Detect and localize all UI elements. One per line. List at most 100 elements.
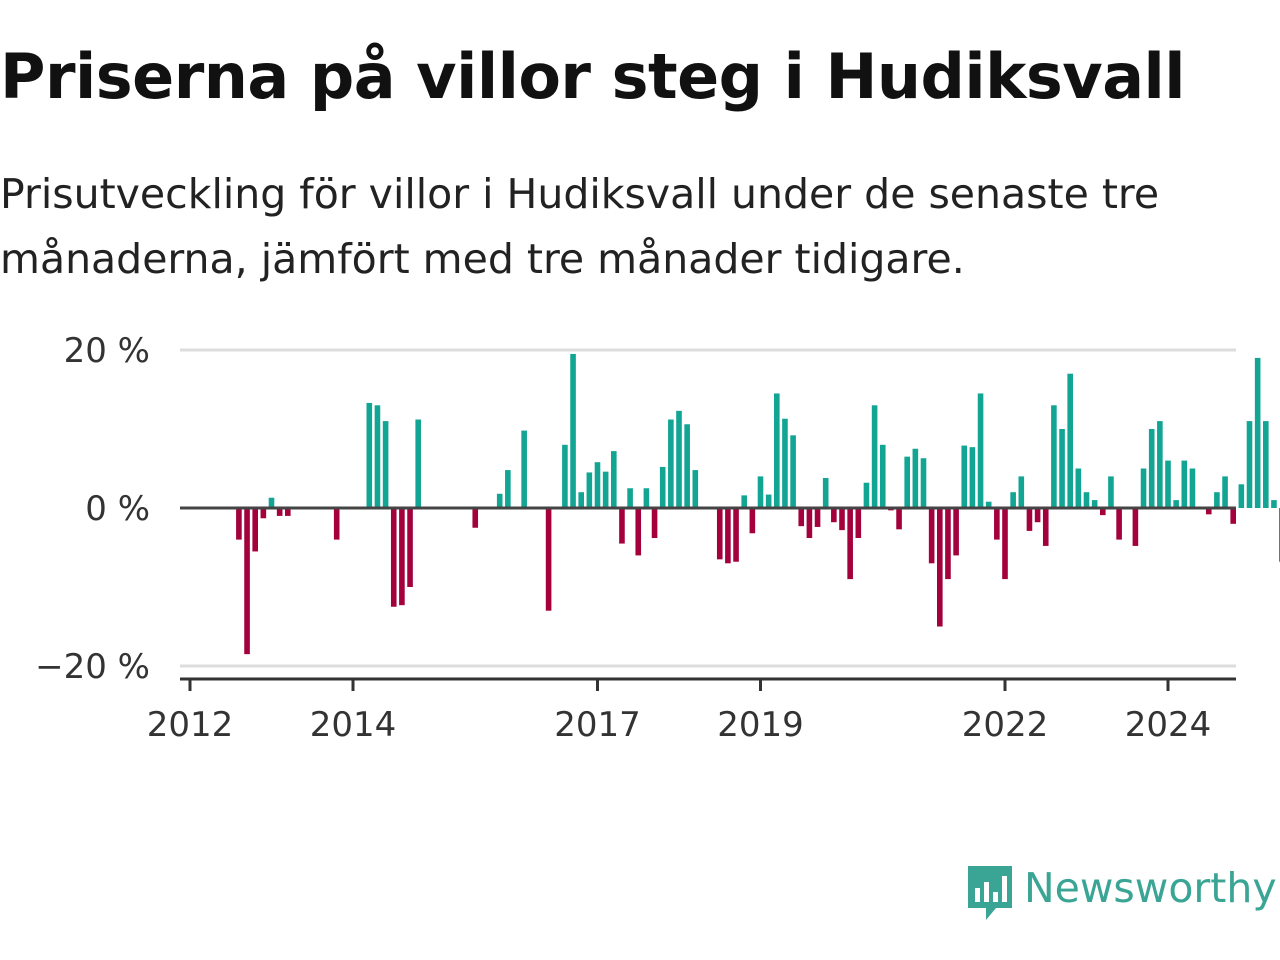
bar [627, 488, 633, 508]
chart-subtitle: Prisutveckling för villor i Hudiksvall u… [0, 170, 1160, 283]
bar [798, 508, 805, 527]
bar [1083, 492, 1090, 508]
bar [1132, 508, 1139, 546]
bar [928, 508, 935, 564]
bar [1254, 357, 1261, 508]
bar [1189, 468, 1196, 508]
bar [276, 508, 283, 516]
bar [390, 508, 397, 607]
bar [1230, 508, 1236, 524]
bar [969, 447, 976, 508]
bar [1026, 508, 1033, 531]
bar [333, 508, 340, 540]
bar [749, 508, 756, 534]
bar [1051, 405, 1057, 508]
gridlines [180, 348, 1236, 668]
bar [1246, 421, 1253, 508]
x-tick-label: 2017 [554, 705, 641, 745]
bar [643, 488, 650, 508]
bar [1263, 421, 1269, 508]
bar [521, 430, 527, 508]
bar [716, 508, 723, 560]
bar [415, 419, 421, 508]
bar [1010, 492, 1016, 508]
bar [268, 497, 275, 508]
labels: 20 %0 %−20 %2012201420172019202220247 % [35, 331, 1211, 745]
bar [1165, 460, 1171, 508]
bar [1002, 508, 1008, 580]
bar [774, 393, 780, 508]
bar [635, 508, 642, 556]
bar [961, 445, 968, 508]
x-tick-label: 2014 [310, 705, 397, 745]
bar [676, 410, 682, 508]
bar [953, 508, 959, 556]
bar [1100, 508, 1106, 516]
bar [619, 508, 625, 544]
newsworthy-logo-icon [968, 866, 1012, 920]
bar [692, 470, 699, 508]
bar [945, 508, 951, 580]
bar [1018, 476, 1025, 508]
y-tick-label: 20 % [64, 331, 150, 371]
bar [1059, 429, 1065, 508]
bar [839, 508, 845, 531]
bar [236, 508, 242, 540]
bar [847, 508, 853, 580]
bar [937, 508, 943, 627]
y-tick-label: 0 % [85, 489, 150, 529]
bar [1148, 429, 1155, 508]
x-tick-label: 2019 [717, 705, 804, 745]
bar [871, 405, 878, 508]
bar [244, 508, 250, 655]
bar [855, 508, 862, 539]
bar [668, 419, 674, 508]
bar [611, 451, 617, 508]
bar [1075, 468, 1082, 508]
bar [1205, 508, 1212, 515]
bar [1173, 500, 1179, 508]
bar [562, 444, 568, 508]
bar [285, 508, 291, 516]
bar [366, 402, 373, 508]
bar [472, 508, 479, 528]
newsworthy-logo: Newsworthy [964, 862, 1277, 926]
bar [725, 508, 731, 564]
bar [831, 508, 837, 523]
bar [1034, 508, 1041, 523]
bar [659, 466, 666, 508]
bar [879, 444, 886, 508]
axes [180, 506, 1236, 691]
brand-name: Newsworthy [1024, 864, 1277, 912]
bar [912, 448, 919, 508]
bar [994, 508, 1000, 540]
bar [741, 495, 747, 508]
bar [1042, 508, 1049, 546]
bar [977, 393, 984, 508]
bar [814, 508, 821, 527]
bar [1222, 476, 1228, 508]
bar [806, 508, 813, 539]
bar [896, 508, 902, 530]
bar [684, 424, 690, 508]
x-tick-label: 2022 [962, 705, 1049, 745]
x-tick-label: 2012 [147, 705, 234, 745]
bar [1067, 373, 1073, 508]
bar [782, 418, 788, 508]
bar [1181, 460, 1188, 508]
bar [1108, 476, 1114, 508]
bar-chart: 20 %0 %−20 %2012201420172019202220247 % [35, 331, 1280, 745]
bar [496, 493, 503, 508]
bar [985, 501, 992, 508]
bar [260, 508, 267, 519]
bar [594, 462, 601, 508]
bar [252, 508, 258, 552]
bar [374, 405, 381, 508]
bar [570, 353, 576, 508]
bars [236, 353, 1280, 655]
bar [733, 508, 739, 562]
bar [1140, 468, 1147, 508]
bar [863, 482, 870, 508]
bar [578, 492, 584, 508]
bar [602, 471, 609, 508]
